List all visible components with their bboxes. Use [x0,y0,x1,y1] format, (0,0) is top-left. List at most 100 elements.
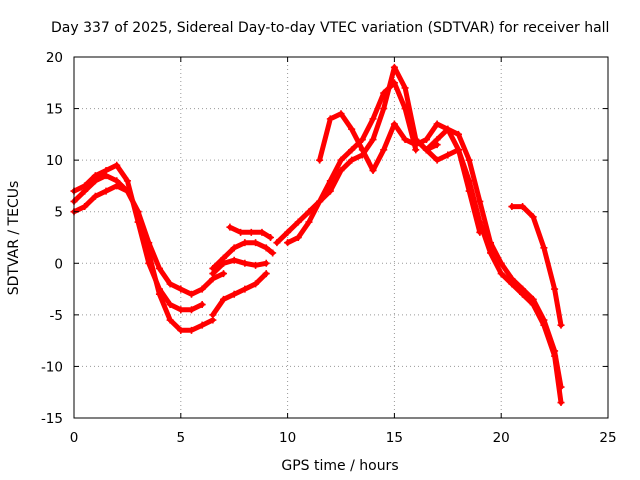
data-point [252,280,260,288]
data-point [390,63,398,71]
data-point [529,213,537,221]
data-point [177,285,185,293]
data-series [316,110,484,236]
y-tick-label: 5 [54,205,63,221]
data-point [557,383,565,391]
data-series [209,256,270,278]
data-point [241,259,249,267]
data-point [226,223,234,231]
data-point [358,146,366,154]
data-point [177,306,185,314]
data-point [145,259,153,267]
data-point [294,234,302,241]
data-point [305,218,313,226]
data-point [102,166,110,174]
data-point [380,105,388,113]
series-line [210,271,269,318]
data-point [454,130,462,138]
data-point [433,120,441,128]
data-point [508,203,516,211]
data-point [557,399,565,407]
data-point [113,182,121,190]
data-point [433,136,441,144]
data-point [198,285,206,293]
data-point [220,295,228,303]
data-point [326,115,334,123]
data-point [529,295,537,303]
data-point [337,110,345,118]
data-point [269,249,277,257]
data-point [337,156,345,164]
data-point [247,228,255,236]
data-point [284,228,292,236]
data-point [198,321,206,329]
data-point [123,187,131,195]
x-axis-label: GPS time / hours [281,458,398,474]
data-series [284,79,420,247]
data-point [102,187,110,195]
data-point [487,239,495,247]
data-point [166,280,174,288]
data-point [497,259,505,267]
data-point [326,187,334,195]
data-point [380,146,388,154]
data-point [187,306,195,314]
data-series [508,203,565,329]
data-point [508,275,516,283]
series-line [274,64,440,246]
data-point [476,218,484,226]
data-point [220,259,228,267]
data-point [465,156,473,164]
data-series [70,182,228,298]
data-point [258,228,266,236]
data-point [369,136,377,144]
data-point [557,321,565,329]
data-point [123,177,131,185]
x-tick-label: 0 [70,430,79,446]
data-point [187,290,195,298]
data-point [91,172,99,180]
data-point [497,270,505,278]
data-point [262,259,270,267]
data-point [401,84,409,92]
data-point [401,105,409,113]
data-point [155,264,163,272]
data-point [540,244,548,252]
data-point [390,79,398,87]
data-point [540,316,548,324]
data-point [230,244,238,252]
data-point [145,239,153,247]
x-tick-label: 25 [599,430,616,446]
data-point [358,136,366,144]
data-point [348,156,356,164]
x-tick-label: 5 [177,430,186,446]
data-series [422,125,565,391]
data-point [316,156,324,164]
data-point [252,261,260,269]
data-point [305,208,313,216]
data-point [198,301,206,309]
y-tick-label: 0 [54,256,63,272]
data-point [519,203,527,211]
y-tick-label: -10 [41,359,63,375]
data-point [177,326,185,334]
data-point [166,301,174,309]
plot-frame [73,56,609,419]
data-point [262,270,270,278]
data-point [237,228,245,236]
data-point [551,285,559,293]
data-point [209,311,217,319]
data-point [155,285,163,293]
x-tick-label: 10 [279,430,296,446]
data-point [316,197,324,205]
data-point [454,146,462,154]
data-point [348,146,356,154]
axes-layer: 0 5 10 15 20 25 -15 -10 -5 0 5 10 15 20 [41,50,617,446]
y-tick-label: 15 [46,102,63,118]
data-point [433,156,441,164]
data-point [81,203,89,211]
data-point [326,177,334,185]
x-tick-label: 20 [493,430,510,446]
data-point [166,316,174,324]
